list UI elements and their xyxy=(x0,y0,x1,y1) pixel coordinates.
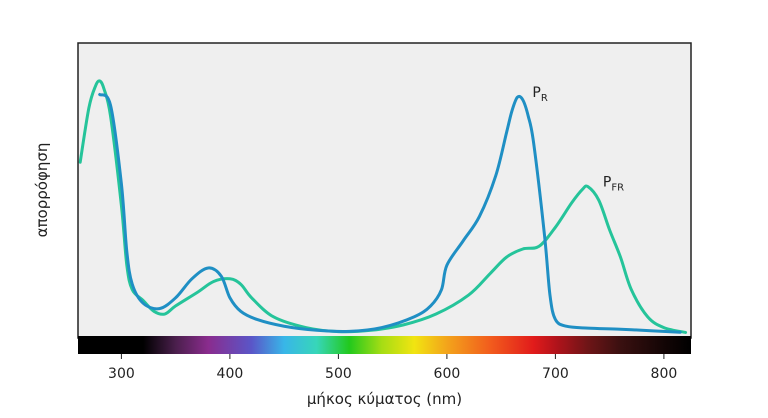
x-tick-label-800: 800 xyxy=(651,366,678,382)
series-label-subscript: FR xyxy=(611,183,624,194)
spectrum-bar xyxy=(78,336,691,354)
series-line-pr xyxy=(98,93,682,334)
plot-background xyxy=(78,43,691,338)
x-tick-label-700: 700 xyxy=(542,366,569,382)
y-axis-title: απορρόφηση xyxy=(33,143,51,238)
x-axis-ticks: 300 400 500 600 700 800 xyxy=(108,354,677,382)
series-label-subscript: R xyxy=(541,93,548,104)
x-tick-label-600: 600 xyxy=(434,366,461,382)
series-label-pfr: PFR xyxy=(603,175,624,194)
series-label-pr: PR xyxy=(532,85,547,104)
x-tick-label-300: 300 xyxy=(108,366,135,382)
x-axis-title: μήκος κύματος (nm) xyxy=(307,390,462,408)
curves-group xyxy=(78,79,688,334)
x-tick-label-500: 500 xyxy=(325,366,352,382)
series-label-main: P xyxy=(532,85,540,101)
series-label-main: P xyxy=(603,175,611,191)
x-tick-label-400: 400 xyxy=(217,366,244,382)
